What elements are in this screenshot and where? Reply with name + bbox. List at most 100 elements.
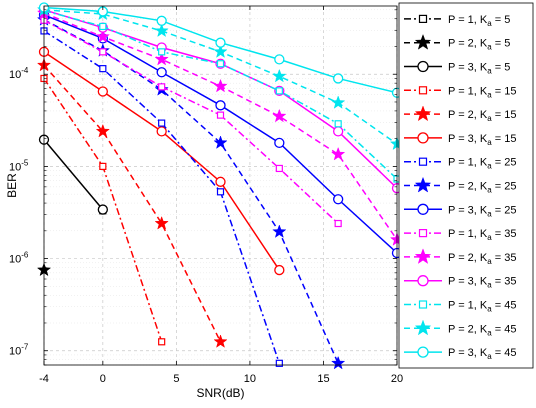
data-point — [154, 215, 169, 230]
data-point — [334, 120, 342, 128]
legend-entry: P = 1, Ka = 5 — [404, 14, 510, 28]
legend-label: P = 2, Ka = 45 — [448, 323, 516, 337]
legend-label-value: = 35 — [492, 252, 517, 264]
x-tick-label: -4 — [39, 373, 49, 385]
data-point — [275, 359, 283, 367]
series-line — [43, 19, 339, 225]
legend-label-value: = 15 — [492, 109, 517, 121]
legend-marker — [414, 33, 432, 50]
legend-label: P = 2, Ka = 15 — [448, 109, 516, 123]
legend-label-value: = 45 — [492, 347, 517, 359]
legend-marker — [414, 248, 432, 264]
legend-label: P = 3, Ka = 25 — [448, 204, 516, 218]
data-point — [158, 338, 166, 346]
data-point — [216, 111, 225, 119]
legend-entry: P = 2, Ka = 5 — [404, 33, 511, 52]
legend-label-subscript: a — [487, 19, 492, 28]
legend-marker — [418, 157, 428, 166]
legend-entry: P = 1, Ka = 35 — [404, 228, 516, 242]
legend-label-subscript: a — [487, 67, 492, 76]
x-tick-label: 5 — [173, 373, 179, 385]
series-line — [43, 19, 339, 364]
legend-label-value: = 45 — [492, 323, 517, 335]
data-point — [99, 162, 107, 170]
data-point — [215, 37, 226, 48]
data-point — [272, 108, 287, 123]
legend-label-value: = 35 — [492, 228, 517, 240]
legend-label-main: P = 1, K — [448, 300, 488, 312]
data-point — [213, 135, 228, 149]
legend-marker — [414, 176, 432, 193]
legend-marker — [417, 346, 429, 358]
y-tick-base: 10 — [9, 346, 21, 358]
data-point — [333, 73, 344, 84]
legend-entry: P = 3, Ka = 45 — [404, 346, 517, 361]
legend-label-main: P = 3, K — [448, 347, 488, 359]
legend-label-main: P = 2, K — [448, 38, 488, 50]
data-point — [272, 224, 287, 238]
legend-label-value: = 15 — [492, 133, 517, 145]
legend-label-subscript: a — [487, 162, 492, 171]
data-point — [331, 355, 346, 370]
y-tick-label: 10-7 — [9, 343, 29, 358]
data-point — [275, 87, 283, 95]
data-point — [274, 264, 285, 276]
data-point — [154, 51, 169, 66]
y-tick-exponent: -6 — [21, 251, 29, 260]
data-point — [215, 176, 226, 187]
legend-label-subscript: a — [487, 257, 492, 266]
legend-label-main: P = 2, K — [448, 323, 488, 335]
legend-entry: P = 3, Ka = 5 — [404, 60, 511, 76]
legend-label-subscript: a — [487, 43, 492, 52]
legend-entry: P = 2, Ka = 25 — [404, 176, 517, 195]
y-tick-base: 10 — [9, 161, 21, 173]
y-tick-label: 10-6 — [9, 251, 29, 266]
x-axis-label: SNR(dB) — [196, 386, 244, 400]
data-point — [158, 119, 166, 127]
legend-entry: P = 3, Ka = 35 — [404, 275, 516, 290]
data-point — [274, 54, 285, 65]
legend-label-value: = 5 — [492, 38, 511, 50]
legend-label: P = 1, Ka = 15 — [448, 85, 516, 99]
legend-entry: P = 3, Ka = 15 — [404, 132, 516, 147]
data-point — [333, 194, 344, 205]
data-point — [156, 15, 167, 26]
data-point — [97, 86, 108, 97]
legend-label-subscript: a — [487, 328, 492, 337]
legend-label: P = 3, Ka = 35 — [448, 276, 516, 290]
legend-label-subscript: a — [487, 233, 492, 242]
data-point — [213, 44, 228, 58]
legend-marker — [414, 319, 432, 336]
data-point — [334, 219, 342, 228]
data-point — [216, 60, 225, 68]
legend-marker — [417, 203, 429, 215]
legend-label-subscript: a — [487, 209, 492, 218]
legend-label-subscript: a — [487, 352, 492, 361]
legend-label-subscript: a — [487, 305, 492, 314]
legend-label-main: P = 3, K — [448, 62, 488, 74]
legend-label-value: = 25 — [492, 181, 517, 193]
legend-label-value: = 5 — [492, 62, 511, 74]
legend-marker — [417, 60, 429, 73]
legend-label-value: = 45 — [492, 300, 517, 312]
legend-marker — [417, 275, 429, 287]
data-point — [99, 48, 107, 56]
legend-label-main: P = 2, K — [448, 109, 488, 121]
legend-entry: P = 1, Ka = 15 — [404, 85, 516, 99]
data-point — [331, 95, 346, 109]
legend-label-value: = 35 — [492, 276, 517, 288]
legend-label-main: P = 3, K — [448, 276, 488, 288]
data-point — [97, 204, 108, 215]
legend-label-main: P = 3, K — [448, 204, 488, 216]
data-point — [99, 22, 107, 31]
axes-box — [43, 5, 398, 366]
legend-marker — [418, 86, 428, 95]
data-point — [274, 137, 285, 149]
legend-label: P = 3, Ka = 15 — [448, 133, 516, 147]
legend-label-main: P = 1, K — [448, 14, 488, 26]
legend-label: P = 2, Ka = 35 — [448, 252, 516, 266]
legend: P = 1, Ka = 5P = 2, Ka = 5P = 3, Ka = 5P… — [398, 2, 534, 369]
